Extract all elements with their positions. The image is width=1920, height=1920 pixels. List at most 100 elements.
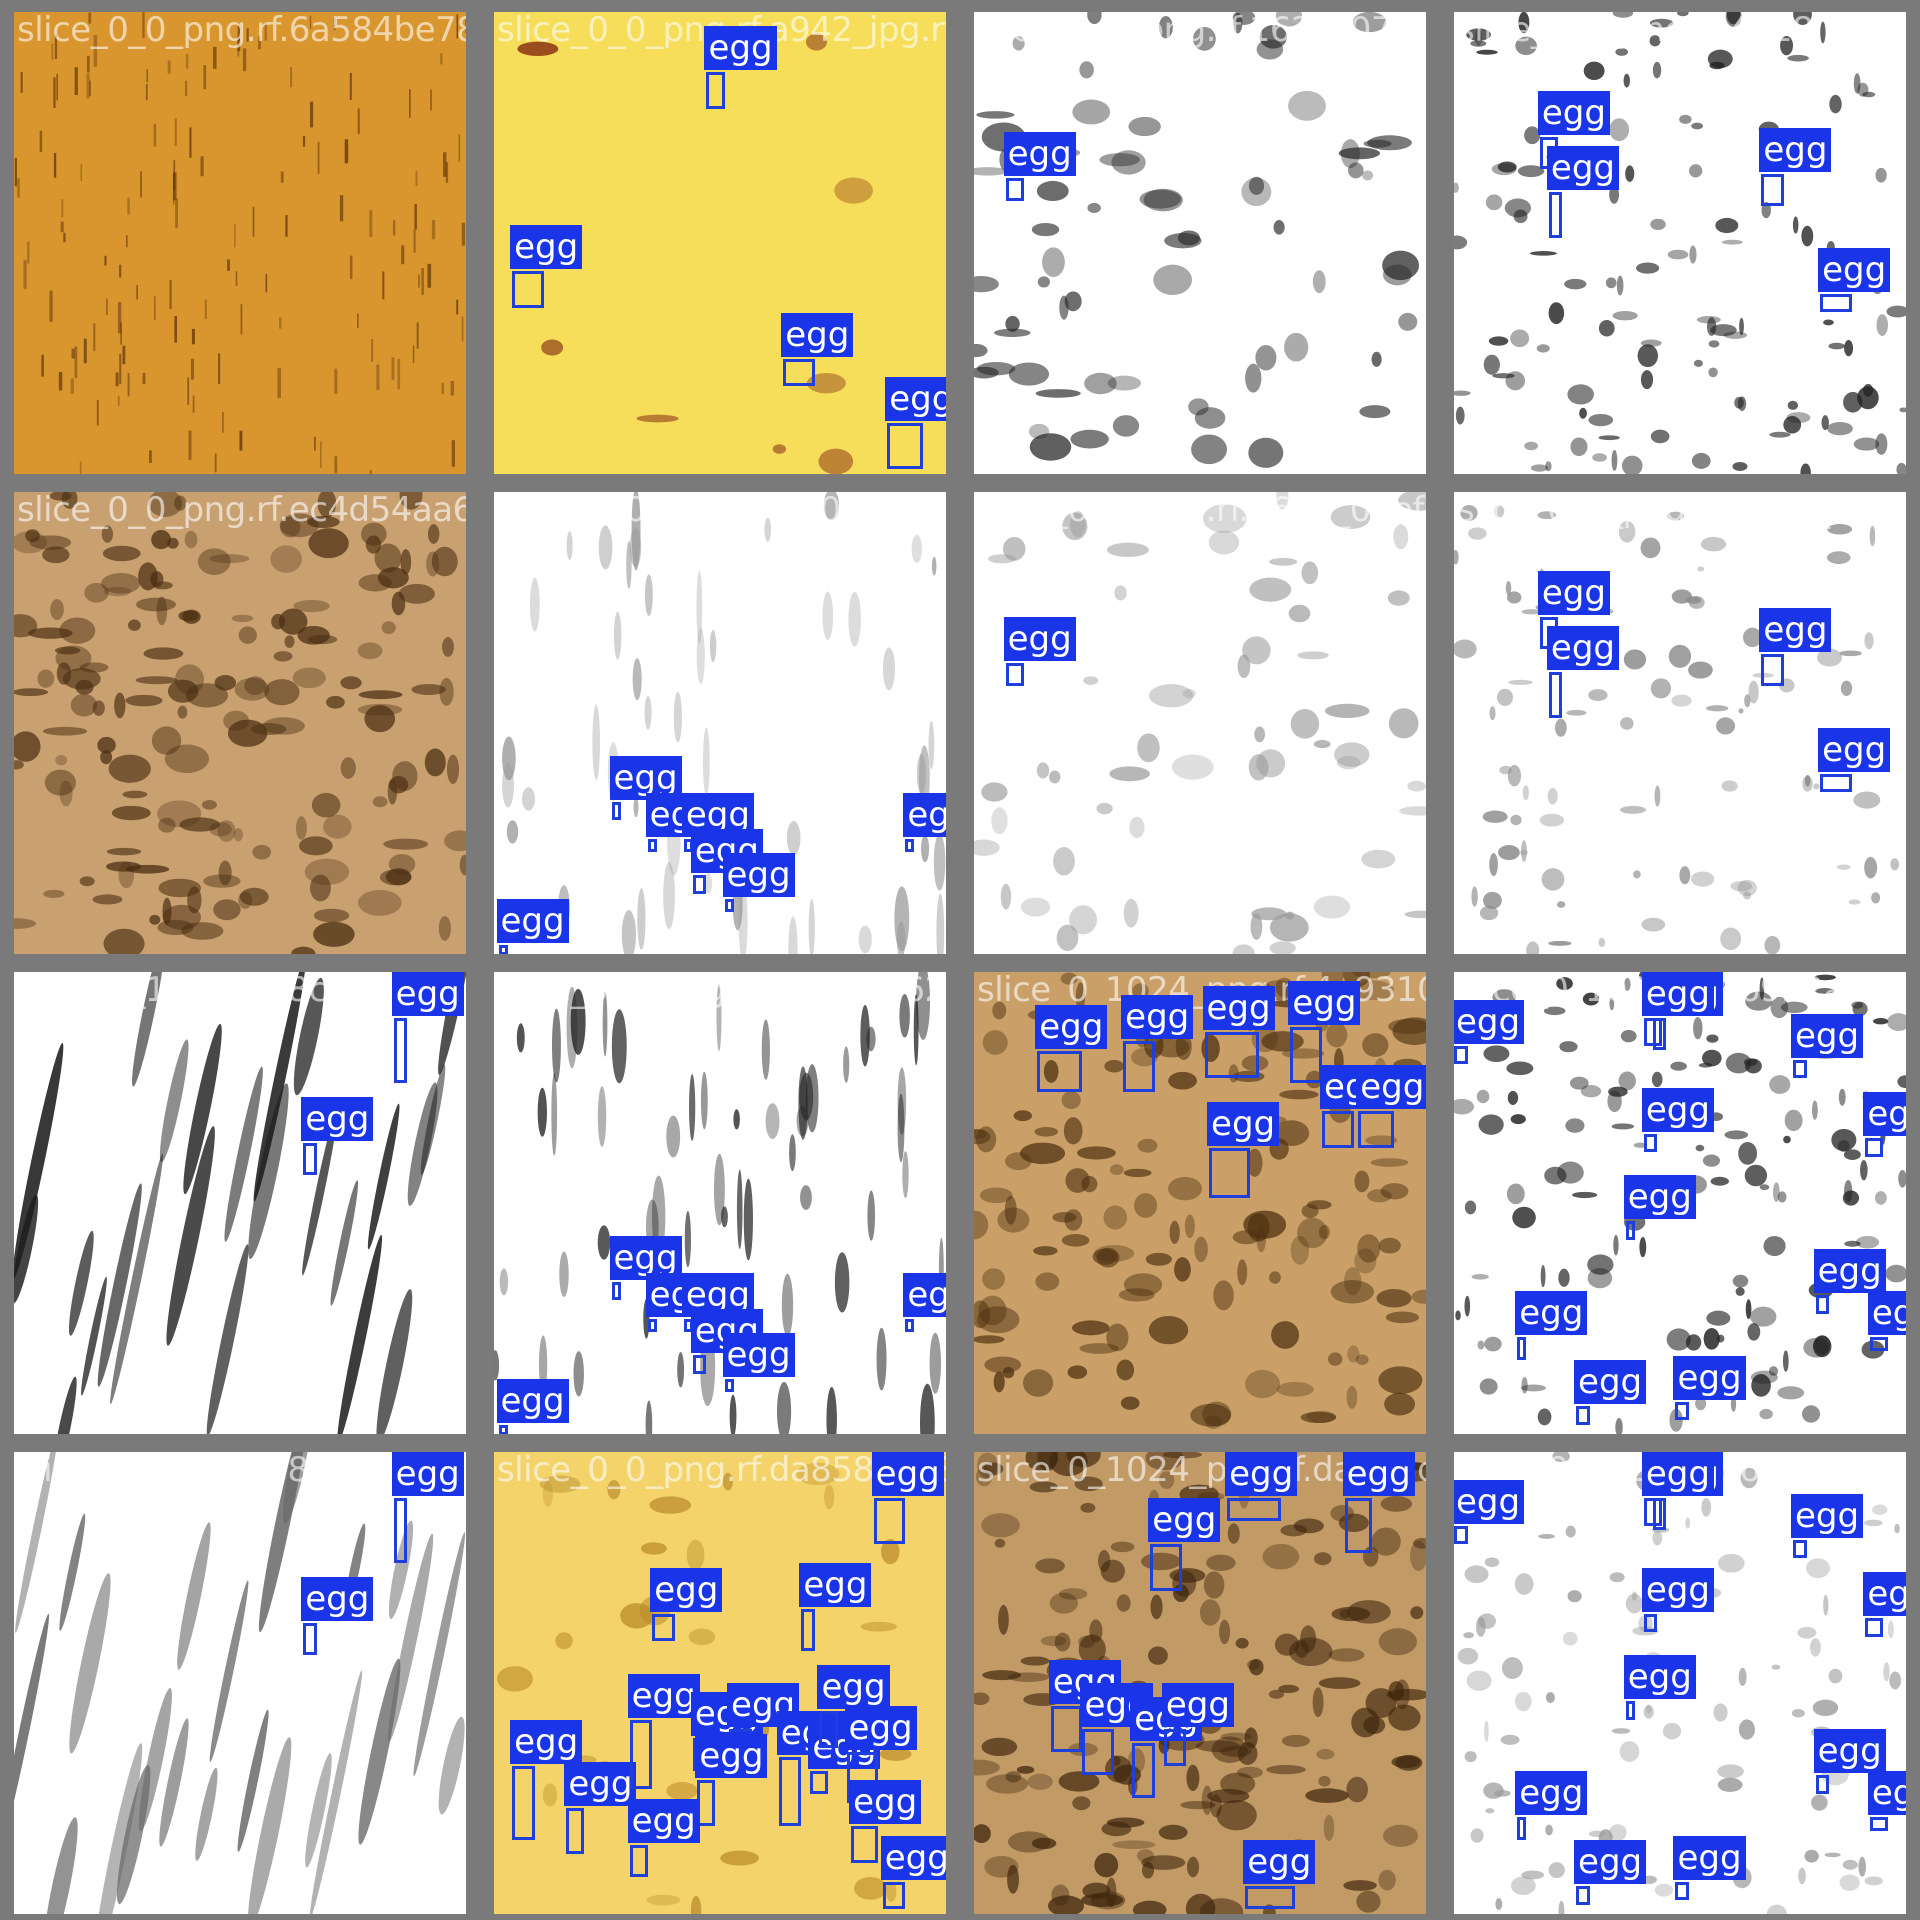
detection-box: egg: [690, 1309, 763, 1374]
detection-box: egg: [301, 1096, 374, 1176]
detection-box: egg: [1356, 1064, 1426, 1148]
detection-box: egg: [391, 1452, 464, 1563]
detection-box: egg: [1813, 1249, 1886, 1314]
tile-filename: slice_0_0_png.rf.1624_07efa10dc-5a21: [977, 492, 1426, 530]
detection-box: egg: [1641, 1567, 1714, 1633]
detection-label: egg: [1813, 1249, 1886, 1294]
detection-box: egg: [1623, 1175, 1696, 1240]
detection-label: egg: [1791, 1013, 1864, 1058]
detection-label: egg: [1342, 1452, 1415, 1496]
detection-box: egg: [849, 1780, 922, 1864]
detection-box: egg: [496, 898, 569, 954]
detection-box: egg: [1202, 986, 1275, 1079]
detection-label: egg: [1207, 1101, 1280, 1146]
texture-image: [974, 492, 1426, 954]
detection-box: egg: [1623, 1655, 1696, 1720]
detection-label: egg: [781, 312, 854, 357]
image-tile: slice_0_1024_png.rf.4e9310e egg egg egg egg e…: [974, 972, 1426, 1434]
detection-box: egg: [776, 1710, 849, 1827]
detection-box: egg: [1863, 1092, 1906, 1157]
detection-label: egg: [885, 377, 946, 422]
detection-box: egg: [799, 1563, 872, 1651]
detection-label: egg: [1623, 1655, 1696, 1700]
detection-box: egg: [1867, 1770, 1906, 1831]
image-tile: slice_0_1024_e3f69b2aeggeggeggeggeggegge…: [1454, 972, 1906, 1434]
detection-box: egg: [885, 377, 946, 470]
detection-box: egg: [681, 792, 754, 853]
texture-image: [14, 12, 466, 474]
detection-label: egg: [1003, 132, 1076, 177]
detection-label: egg: [704, 26, 777, 71]
tile-filename: slice_0_0_png.rf.c5f0e58623da-9650: [497, 492, 946, 530]
detection-label: egg: [903, 792, 946, 837]
detection-label: egg: [1818, 727, 1891, 772]
detection-label: egg: [301, 1096, 374, 1141]
detection-box: egg: [1791, 1493, 1864, 1559]
detection-label: egg: [1673, 1355, 1746, 1400]
detection-box: egg: [844, 1706, 917, 1804]
image-tile: slice_0_0_png.rf.1624_07efa10dc-5a21egg: [974, 12, 1426, 474]
detection-box: egg: [808, 1724, 881, 1794]
tile-filename: slice_0_0_png.rf.6a584be78e528_aa942_jpg…: [17, 12, 466, 50]
image-tile: slice_0_0_png.rf.c5f0e58623da-9650eggegg…: [494, 972, 946, 1434]
texture-image: [974, 972, 1426, 1434]
detection-box: egg: [695, 1734, 768, 1827]
detection-box: egg: [1818, 247, 1891, 313]
detection-label: egg: [627, 1673, 700, 1718]
detection-label: egg: [1515, 1290, 1588, 1335]
detection-label: egg: [391, 1452, 464, 1496]
detection-label: egg: [799, 1563, 872, 1608]
detection-box: egg: [1863, 1572, 1906, 1637]
detection-box: egg: [510, 1720, 583, 1841]
detection-label: egg: [722, 852, 795, 897]
detection-label: egg: [1121, 995, 1194, 1040]
texture-image: [494, 972, 946, 1434]
detection-box: egg: [781, 312, 854, 387]
detection-box: egg: [1641, 1087, 1714, 1153]
detection-label: egg: [1515, 1770, 1588, 1815]
detection-label: egg: [1863, 1572, 1906, 1617]
detection-label: egg: [510, 224, 583, 269]
detection-box: egg: [1121, 995, 1194, 1093]
detection-label: egg: [1225, 1452, 1298, 1496]
detection-box: egg: [301, 1576, 374, 1656]
detection-box: egg: [1546, 146, 1619, 239]
detection-label: egg: [1454, 999, 1525, 1044]
detection-box: egg: [1161, 1683, 1234, 1767]
detection-box: egg: [1003, 132, 1076, 202]
detection-box: egg: [1207, 1101, 1280, 1199]
detection-label: egg: [1863, 1092, 1906, 1137]
detection-box: egg: [1454, 1479, 1525, 1545]
detection-label: egg: [496, 898, 569, 943]
detection-label: egg: [1641, 1567, 1714, 1612]
detection-box: egg: [1537, 90, 1610, 170]
detection-box: egg: [1546, 626, 1619, 719]
image-tile: slice_0_0_png.rf.c5f0e58623da-9650eggegg…: [494, 492, 946, 954]
detection-label: egg: [871, 1452, 944, 1496]
detection-box: egg: [564, 1761, 637, 1854]
detection-box: egg: [1791, 1013, 1864, 1079]
detection-box: egg: [1867, 1290, 1906, 1351]
detection-label: egg: [1641, 1452, 1714, 1496]
detection-box: egg: [871, 1452, 944, 1545]
detection-label: egg: [1574, 1840, 1647, 1885]
detection-box: egg: [1035, 1004, 1108, 1093]
detection-box: egg: [1454, 999, 1525, 1065]
detection-label: egg: [1818, 247, 1891, 292]
detection-box: egg: [722, 1332, 795, 1393]
detection-label: egg: [496, 1378, 569, 1423]
image-tile: slice_0_1024_e38ce08544 egg egg: [14, 1452, 466, 1914]
detection-label: egg: [1003, 616, 1076, 661]
detection-label: egg: [844, 1706, 917, 1751]
detection-box: egg: [609, 1235, 682, 1300]
detection-label: egg: [510, 1720, 583, 1765]
detection-box: egg: [1148, 1498, 1221, 1591]
detection-label: egg: [903, 1272, 946, 1317]
detection-label: egg: [1537, 90, 1610, 135]
detection-label: egg: [1356, 1064, 1426, 1109]
tile-filename: slice_0_1024_e38ce08544: [17, 1452, 453, 1490]
detection-label: egg: [722, 1332, 795, 1377]
detection-box: egg: [1243, 1840, 1316, 1910]
detection-box: egg: [1759, 607, 1832, 687]
detection-box: egg: [1641, 1452, 1714, 1526]
